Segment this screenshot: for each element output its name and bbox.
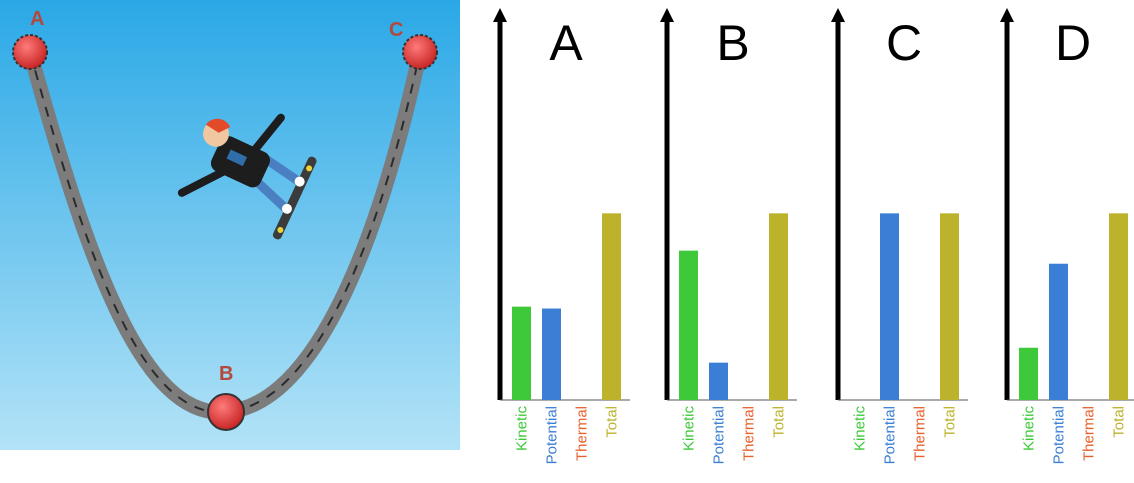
point-a-marker	[12, 34, 48, 70]
category-label-total: Total	[771, 406, 788, 438]
bar-chart-c: C Kinetic Potential Thermal Total	[831, 8, 968, 464]
bar-potential	[880, 213, 899, 400]
point-c-marker	[402, 34, 438, 70]
y-axis-arrow	[831, 8, 845, 22]
energy-bar-charts: A Kinetic Potential Thermal Total B Kinetic Pot…	[493, 8, 1134, 464]
bar-chart-d: D Kinetic Potential Thermal Total	[1000, 8, 1134, 464]
point-a-label: A	[30, 8, 44, 30]
category-label-kinetic: Kinetic	[852, 406, 869, 452]
category-label-kinetic: Kinetic	[1021, 406, 1038, 452]
bar-potential	[1049, 263, 1068, 400]
chart-title: D	[1055, 15, 1091, 71]
category-label-kinetic: Kinetic	[514, 406, 531, 452]
bar-potential	[709, 362, 728, 400]
point-c-label: C	[389, 19, 403, 41]
category-label-thermal: Thermal	[741, 406, 758, 461]
y-axis-arrow	[493, 8, 507, 22]
category-label-thermal: Thermal	[1081, 406, 1098, 461]
bar-potential	[542, 308, 561, 400]
chart-title: B	[716, 15, 749, 71]
bar-total	[602, 213, 621, 400]
category-label-potential: Potential	[1051, 406, 1068, 464]
category-label-total: Total	[1111, 406, 1128, 438]
skate-scene: A C B	[0, 0, 460, 450]
skateboard	[272, 156, 317, 240]
y-axis-arrow	[660, 8, 674, 22]
bar-kinetic	[679, 250, 698, 400]
category-label-thermal: Thermal	[574, 406, 591, 461]
bar-total	[940, 213, 959, 400]
skateboarder-figure	[177, 113, 317, 240]
chart-title: A	[549, 15, 583, 71]
y-axis-arrow	[1000, 8, 1014, 22]
chart-title: C	[886, 15, 922, 71]
category-label-thermal: Thermal	[912, 406, 929, 461]
bar-kinetic	[1019, 347, 1038, 400]
point-b-marker	[207, 393, 245, 431]
category-label-kinetic: Kinetic	[681, 406, 698, 452]
bar-chart-b: B Kinetic Potential Thermal Total	[660, 8, 797, 464]
point-b-label: B	[219, 363, 233, 385]
category-label-potential: Potential	[711, 406, 728, 464]
category-label-potential: Potential	[882, 406, 899, 464]
bar-total	[1109, 213, 1128, 400]
category-label-total: Total	[604, 406, 621, 438]
bar-total	[769, 213, 788, 400]
bar-chart-a: A Kinetic Potential Thermal Total	[493, 8, 630, 464]
bar-kinetic	[512, 306, 531, 400]
category-label-total: Total	[942, 406, 959, 438]
category-label-potential: Potential	[544, 406, 561, 464]
